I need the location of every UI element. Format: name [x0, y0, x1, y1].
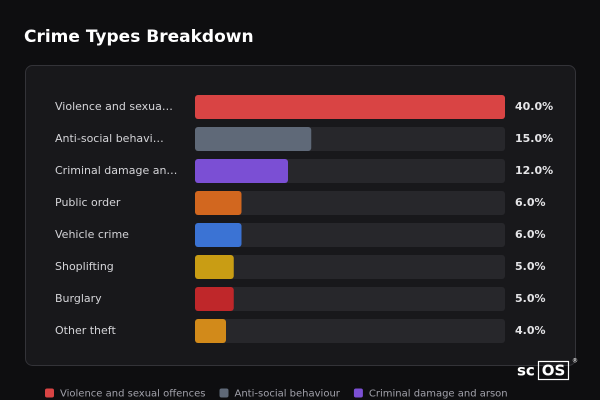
value-label: 12.0%	[515, 164, 553, 177]
legend-label: Violence and sexual offences	[60, 389, 206, 400]
bar	[195, 255, 234, 279]
bar	[195, 223, 242, 247]
value-label: 5.0%	[515, 260, 546, 273]
legend-label: Anti-social behaviour	[235, 389, 341, 400]
category-label: Violence and sexua…	[55, 100, 173, 113]
legend-label: Criminal damage and arson	[369, 389, 508, 400]
value-label: 40.0%	[515, 100, 553, 113]
bar	[195, 159, 288, 183]
bar-track	[195, 287, 505, 311]
logo-mark: ®	[572, 358, 578, 365]
bar-track	[195, 319, 505, 343]
bar	[195, 319, 226, 343]
bar	[195, 127, 312, 151]
category-label: Vehicle crime	[55, 228, 129, 241]
value-label: 15.0%	[515, 132, 553, 145]
logo-boxed: OS	[542, 362, 566, 380]
value-label: 4.0%	[515, 324, 546, 337]
legend-swatch	[45, 388, 54, 398]
category-label: Burglary	[55, 292, 102, 305]
chart-title: Crime Types Breakdown	[24, 27, 254, 47]
bar-track	[195, 255, 505, 279]
legend-swatch	[353, 388, 363, 398]
bar-track	[195, 191, 505, 215]
logo: sc OS ®	[517, 358, 578, 381]
bar	[195, 191, 242, 215]
bar	[195, 95, 505, 119]
value-label: 5.0%	[515, 292, 546, 305]
logo-box	[537, 360, 570, 381]
category-label: Shoplifting	[55, 260, 114, 273]
bar	[195, 287, 234, 311]
logo-prefix: sc	[517, 362, 535, 380]
category-label: Criminal damage an…	[55, 164, 177, 177]
category-label: Anti-social behavi…	[55, 132, 164, 145]
category-label: Other theft	[55, 324, 116, 337]
category-label: Public order	[55, 196, 121, 209]
bar-track	[195, 223, 505, 247]
legend-swatch	[219, 388, 229, 398]
value-label: 6.0%	[515, 196, 546, 209]
value-label: 6.0%	[515, 228, 546, 241]
